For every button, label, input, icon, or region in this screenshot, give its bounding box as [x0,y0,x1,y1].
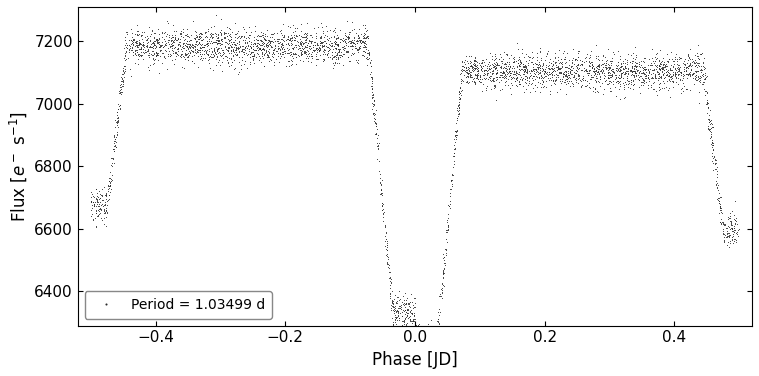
X-axis label: Phase [JD]: Phase [JD] [372,351,458,369]
Y-axis label: Flux [$e^-$ s$^{-1}$]: Flux [$e^-$ s$^{-1}$] [7,111,29,222]
Period = 1.03499 d [689,76,698,80]
Period = 1.03499 d [150,38,159,43]
Period = 1.03499 d [582,83,591,88]
Line: Period = 1.03499 d: Period = 1.03499 d [90,14,740,356]
Legend: Period = 1.03499 d: Period = 1.03499 d [85,291,272,319]
Period = 1.03499 d [313,45,322,50]
Period = 1.03499 d [128,53,137,57]
Period = 1.03499 d [491,65,500,70]
Period = 1.03499 d [637,63,646,67]
Period = 1.03499 d [425,352,434,357]
Period = 1.03499 d [212,13,221,17]
Period = 1.03499 d [518,64,528,69]
